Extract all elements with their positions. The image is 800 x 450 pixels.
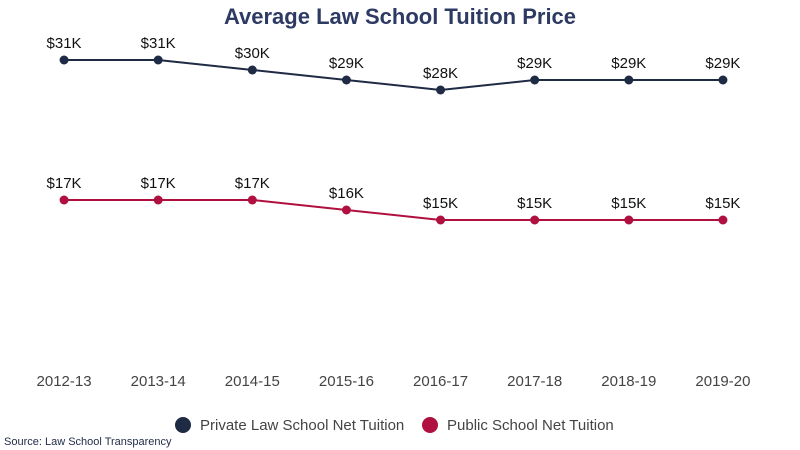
data-point: [59, 195, 69, 205]
legend-marker: [175, 417, 191, 433]
data-label: $17K: [47, 175, 82, 192]
data-point: [624, 75, 634, 85]
series-line: [64, 59, 723, 92]
legend-marker: [422, 417, 438, 433]
data-label: $15K: [423, 195, 458, 212]
data-point: [624, 215, 634, 225]
data-label: $28K: [423, 65, 458, 82]
data-label: $16K: [329, 185, 364, 202]
data-point: [153, 195, 163, 205]
data-point: [530, 215, 540, 225]
data-point: [341, 75, 351, 85]
data-label: $15K: [517, 195, 552, 212]
legend-label: Private Law School Net Tuition: [200, 417, 404, 434]
data-label: $30K: [235, 45, 270, 62]
data-label: $15K: [705, 195, 740, 212]
data-label: $31K: [47, 35, 82, 52]
data-point: [436, 85, 446, 95]
data-point: [718, 215, 728, 225]
data-label: $15K: [611, 195, 646, 212]
x-tick-label: 2013-14: [131, 373, 186, 390]
x-tick-label: 2018-19: [601, 373, 656, 390]
x-tick-label: 2012-13: [37, 373, 92, 390]
data-point: [341, 205, 351, 215]
data-label: $17K: [235, 175, 270, 192]
chart-title: Average Law School Tuition Price: [224, 4, 576, 29]
x-tick-label: 2015-16: [319, 373, 374, 390]
data-point: [247, 195, 257, 205]
data-label: $17K: [141, 175, 176, 192]
data-label: $29K: [705, 55, 740, 72]
data-label: $29K: [329, 55, 364, 72]
data-point: [530, 75, 540, 85]
legend-label: Public School Net Tuition: [447, 417, 614, 434]
x-tick-label: 2014-15: [225, 373, 280, 390]
x-tick-label: 2017-18: [507, 373, 562, 390]
data-point: [59, 55, 69, 65]
data-point: [153, 55, 163, 65]
x-tick-label: 2019-20: [695, 373, 750, 390]
data-point: [247, 65, 257, 75]
source: Source: Law School Transparency: [4, 436, 172, 448]
data-label: $29K: [611, 55, 646, 72]
data-point: [436, 215, 446, 225]
x-tick-label: 2016-17: [413, 373, 468, 390]
data-label: $31K: [141, 35, 176, 52]
data-label: $29K: [517, 55, 552, 72]
series-line: [64, 199, 723, 221]
data-point: [718, 75, 728, 85]
